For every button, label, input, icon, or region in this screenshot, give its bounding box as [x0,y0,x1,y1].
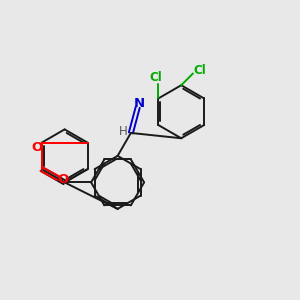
Text: Cl: Cl [193,64,206,77]
Text: Cl: Cl [149,71,162,84]
Text: O: O [58,173,69,186]
Text: N: N [134,97,145,110]
Text: H: H [119,125,128,138]
Text: O: O [32,141,43,154]
